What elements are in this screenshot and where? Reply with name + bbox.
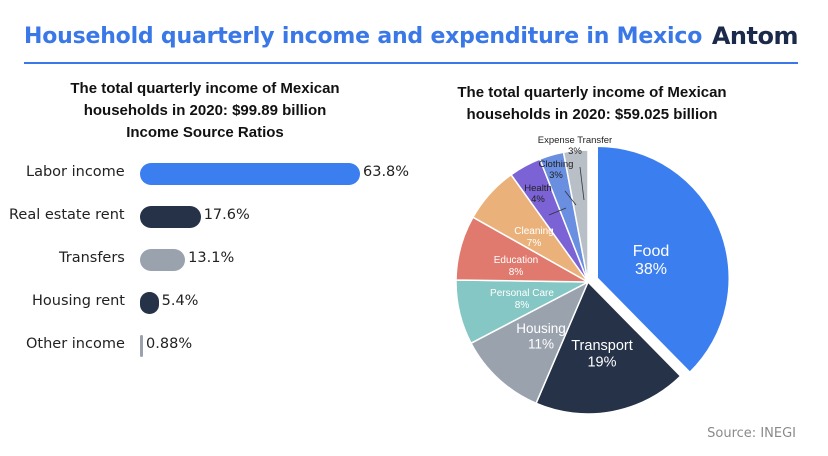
pie-leader-line xyxy=(548,207,567,216)
bar xyxy=(140,163,360,185)
bar-chart-title-line-1: The total quarterly income of Mexican xyxy=(70,80,340,97)
pie-slice-value-label: 8% xyxy=(509,267,524,278)
bar-value-label: 5.4% xyxy=(161,293,199,309)
bar xyxy=(140,292,159,314)
pie-slice-name-label: Expense Transfer xyxy=(538,135,612,146)
pie-slice-name-label: Clothing xyxy=(539,159,574,170)
pie-slice-name-label: Food xyxy=(633,243,669,260)
bar xyxy=(140,249,186,271)
pie-slice-transport xyxy=(535,280,682,415)
pie-chart-title-line-1: The total quarterly income of Mexican xyxy=(457,84,727,101)
bar xyxy=(140,206,201,228)
pie-slice-value-label: 3% xyxy=(549,170,563,181)
bar-category-label: Housing rent xyxy=(32,293,125,309)
pie-slice-food xyxy=(596,145,731,374)
bar-row: Real estate rent 17.6% xyxy=(0,206,430,228)
pie-chart-title: The total quarterly income of Mexican ho… xyxy=(432,82,752,126)
bar-value-label: 63.8% xyxy=(363,164,410,180)
bar-category-label: Other income xyxy=(26,336,125,352)
bar-value-label: 17.6% xyxy=(203,207,250,223)
pie-slice-value-label: 3% xyxy=(568,146,582,157)
bar-row: Labor income 63.8% xyxy=(0,163,430,185)
source-note: Source: INEGI xyxy=(707,426,796,441)
pie-slice-name-label: Personal Care xyxy=(490,288,554,299)
pie-slice-value-label: 4% xyxy=(531,194,545,205)
bar-row: Other income 0.88% xyxy=(0,335,430,357)
pie-slice-value-label: 11% xyxy=(528,337,554,352)
pie-slice-name-label: Cleaning xyxy=(514,226,553,237)
bar-row: Housing rent 5.4% xyxy=(0,292,430,314)
pie-slice-value-label: 8% xyxy=(515,300,530,311)
pie-leader-line xyxy=(564,190,577,206)
pie-chart-title-line-2: households in 2020: $59.025 billion xyxy=(466,106,718,123)
pie-slice-name-label: Housing xyxy=(516,321,566,336)
pie-slice-name-label: Health xyxy=(524,183,551,194)
bar xyxy=(140,335,144,357)
bar-category-label: Transfers xyxy=(59,250,125,266)
bar-chart-title: The total quarterly income of Mexican ho… xyxy=(40,78,370,144)
pie-slice-value-label: 7% xyxy=(527,238,542,249)
pie-slice-name-label: Transport xyxy=(571,338,633,354)
bar-category-label: Labor income xyxy=(26,164,125,180)
pie-slice-value-label: 19% xyxy=(587,355,616,371)
page-title: Household quarterly income and expenditu… xyxy=(24,24,703,49)
bar-chart-title-line-2: households in 2020: $99.89 billion xyxy=(83,102,327,119)
brand-logo: Antom xyxy=(711,22,799,50)
bar-category-label: Real estate rent xyxy=(9,207,125,223)
pie-slice-name-label: Education xyxy=(494,255,538,266)
pie-leader-line xyxy=(579,166,585,201)
bar-value-label: 13.1% xyxy=(188,250,235,266)
bar-value-label: 0.88% xyxy=(146,336,193,352)
pie-slice-housing xyxy=(470,280,590,405)
pie-slice-value-label: 38% xyxy=(635,261,667,278)
title-divider xyxy=(24,62,798,64)
bar-chart-title-line-3: Income Source Ratios xyxy=(126,124,284,141)
bar-row: Transfers 13.1% xyxy=(0,249,430,271)
